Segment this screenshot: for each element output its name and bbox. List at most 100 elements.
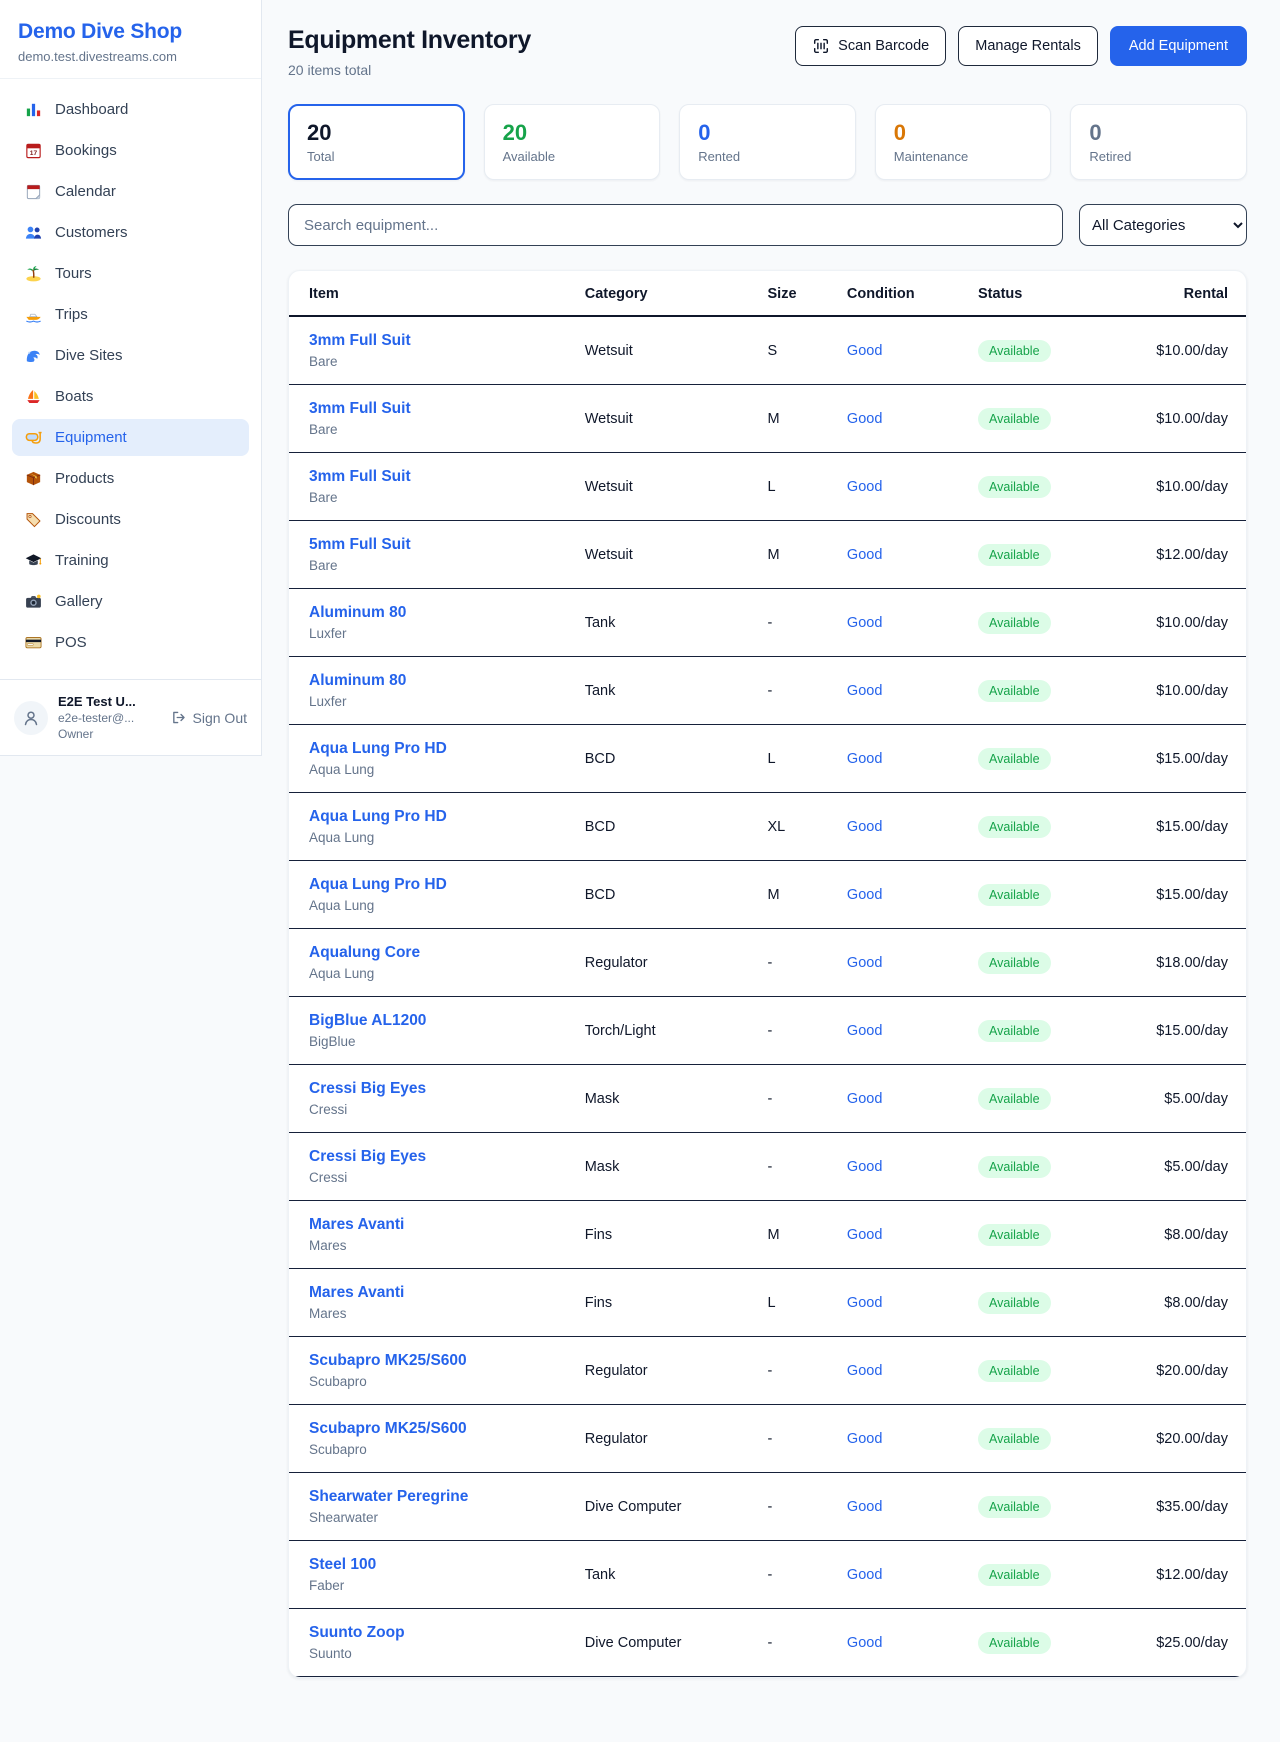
stat-card[interactable]: 0 Maintenance xyxy=(874,104,1052,180)
condition-link[interactable]: Good xyxy=(846,954,883,971)
item-name-link[interactable]: Scubapro MK25/S600 xyxy=(309,1352,467,1369)
sign-out-button[interactable]: Sign Out xyxy=(170,709,247,726)
equipment-row: Cressi Big Eyes Cressi Mask - Good Avail… xyxy=(289,1064,1246,1133)
equipment-row: Aqua Lung Pro HD Aqua Lung BCD L Good Av… xyxy=(289,724,1246,793)
item-name-link[interactable]: Scubapro MK25/S600 xyxy=(309,1420,467,1437)
condition-link[interactable]: Good xyxy=(846,1022,883,1039)
size-cell: M xyxy=(767,520,847,589)
equipment-row: Mares Avanti Mares Fins M Good Available… xyxy=(289,1200,1246,1269)
status-cell: Available xyxy=(978,1336,1120,1405)
search-input[interactable] xyxy=(288,204,1063,246)
sidebar-item[interactable]: Tours xyxy=(12,255,249,292)
condition-link[interactable]: Good xyxy=(846,1226,883,1243)
item-name-link[interactable]: 3mm Full Suit xyxy=(309,468,411,485)
tours-island-icon xyxy=(24,264,43,283)
size-cell: M xyxy=(767,384,847,453)
equipment-row: Suunto Zoop Suunto Dive Computer - Good … xyxy=(289,1608,1246,1677)
size-cell: S xyxy=(767,316,847,385)
condition-link[interactable]: Good xyxy=(846,410,883,427)
page-header-titles: Equipment Inventory 20 items total xyxy=(288,26,531,78)
sidebar-item[interactable]: POS xyxy=(12,624,249,661)
rental-cell: $10.00/day xyxy=(1119,452,1246,521)
condition-link[interactable]: Good xyxy=(846,818,883,835)
size-cell: L xyxy=(767,452,847,521)
item-name-link[interactable]: Cressi Big Eyes xyxy=(309,1148,427,1165)
stat-card[interactable]: 20 Available xyxy=(483,104,661,180)
item-name-link[interactable]: Mares Avanti xyxy=(309,1216,405,1233)
item-name-link[interactable]: Aqualung Core xyxy=(309,944,421,961)
trips-speedboat-icon xyxy=(24,305,43,324)
item-brand: Mares xyxy=(309,1306,347,1321)
condition-link[interactable]: Good xyxy=(846,342,883,359)
item-name-link[interactable]: BigBlue AL1200 xyxy=(309,1012,427,1029)
sidebar-item[interactable]: Boats xyxy=(12,378,249,415)
sidebar-item[interactable]: Training xyxy=(12,542,249,579)
item-name-link[interactable]: 3mm Full Suit xyxy=(309,332,411,349)
user-email: e2e-tester@... xyxy=(58,711,135,725)
status-cell: Available xyxy=(978,520,1120,589)
item-name-link[interactable]: 3mm Full Suit xyxy=(309,400,411,417)
condition-cell: Good xyxy=(846,928,979,997)
condition-link[interactable]: Good xyxy=(846,1294,883,1311)
add-equipment-button[interactable]: Add Equipment xyxy=(1109,26,1247,66)
category-cell: Regulator xyxy=(584,1404,768,1473)
condition-link[interactable]: Good xyxy=(846,546,883,563)
item-brand: Bare xyxy=(309,558,338,573)
item-name-link[interactable]: Aqua Lung Pro HD xyxy=(309,876,447,893)
category-select[interactable]: All Categories xyxy=(1079,204,1247,246)
stat-card[interactable]: 0 Rented xyxy=(679,104,856,180)
stat-card[interactable]: 0 Retired xyxy=(1070,104,1247,180)
condition-link[interactable]: Good xyxy=(846,750,883,767)
rental-cell: $10.00/day xyxy=(1119,656,1246,725)
size-cell: - xyxy=(767,928,847,997)
scan-barcode-button[interactable]: Scan Barcode xyxy=(795,26,947,66)
condition-link[interactable]: Good xyxy=(846,1362,883,1379)
equipment-row: Scubapro MK25/S600 Scubapro Regulator - … xyxy=(289,1336,1246,1405)
equipment-row: Aqualung Core Aqua Lung Regulator - Good… xyxy=(289,928,1246,997)
column-header-rental: Rental xyxy=(1119,271,1246,317)
rental-cell: $10.00/day xyxy=(1119,384,1246,453)
sidebar-item[interactable]: Dashboard xyxy=(12,91,249,128)
condition-cell: Good xyxy=(846,384,979,453)
item-name-link[interactable]: Aqua Lung Pro HD xyxy=(309,740,447,757)
sidebar-item[interactable]: Trips xyxy=(12,296,249,333)
manage-rentals-button[interactable]: Manage Rentals xyxy=(958,26,1098,66)
sidebar-item[interactable]: Calendar xyxy=(12,173,249,210)
item-name-link[interactable]: Mares Avanti xyxy=(309,1284,405,1301)
sidebar: Demo Dive Shop demo.test.divestreams.com… xyxy=(0,0,262,756)
stat-value: 20 xyxy=(307,120,332,145)
stat-card[interactable]: 20 Total xyxy=(288,104,465,180)
condition-link[interactable]: Good xyxy=(846,1090,883,1107)
item-name-link[interactable]: Cressi Big Eyes xyxy=(309,1080,427,1097)
sidebar-item[interactable]: Products xyxy=(12,460,249,497)
condition-link[interactable]: Good xyxy=(846,1566,883,1583)
condition-link[interactable]: Good xyxy=(846,1498,883,1515)
condition-link[interactable]: Good xyxy=(846,1430,883,1447)
sidebar-item[interactable]: Bookings xyxy=(12,132,249,169)
item-name-link[interactable]: Aluminum 80 xyxy=(309,604,407,621)
condition-link[interactable]: Good xyxy=(846,682,883,699)
condition-cell: Good xyxy=(846,1200,979,1269)
status-badge: Available xyxy=(978,543,1051,566)
condition-link[interactable]: Good xyxy=(846,1158,883,1175)
item-name-link[interactable]: Suunto Zoop xyxy=(309,1624,405,1641)
items-total-count: 20 items total xyxy=(288,62,372,78)
condition-link[interactable]: Good xyxy=(846,614,883,631)
item-name-link[interactable]: Aluminum 80 xyxy=(309,672,407,689)
condition-link[interactable]: Good xyxy=(846,478,883,495)
user-name: E2E Test U... xyxy=(58,694,136,709)
condition-link[interactable]: Good xyxy=(846,1634,883,1651)
sidebar-item[interactable]: Equipment xyxy=(12,419,249,456)
sidebar-item[interactable]: Discounts xyxy=(12,501,249,538)
sidebar-item[interactable]: Customers xyxy=(12,214,249,251)
sidebar-item[interactable]: Gallery xyxy=(12,583,249,620)
item-name-link[interactable]: 5mm Full Suit xyxy=(309,536,411,553)
item-name-link[interactable]: Shearwater Peregrine xyxy=(309,1488,469,1505)
equipment-row: Cressi Big Eyes Cressi Mask - Good Avail… xyxy=(289,1132,1246,1201)
condition-link[interactable]: Good xyxy=(846,886,883,903)
item-name-link[interactable]: Aqua Lung Pro HD xyxy=(309,808,447,825)
shop-name: Demo Dive Shop xyxy=(18,20,183,43)
sidebar-item[interactable]: Dive Sites xyxy=(12,337,249,374)
item-name-link[interactable]: Steel 100 xyxy=(309,1556,377,1573)
filter-row: All Categories xyxy=(288,204,1247,246)
